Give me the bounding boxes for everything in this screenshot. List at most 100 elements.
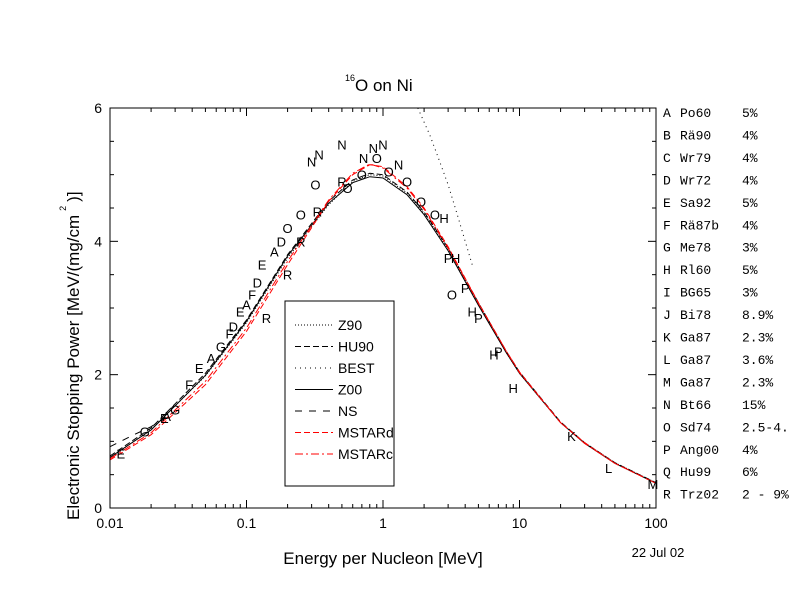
reference-marker: I — [663, 286, 671, 301]
legend-label-mstarc: MSTARc — [338, 446, 393, 462]
reference-marker: K — [663, 331, 671, 346]
x-axis-label: Energy per Nucleon [MeV] — [283, 549, 482, 568]
reference-error: 2 - 9% — [742, 488, 789, 503]
data-point-o: O — [402, 174, 412, 189]
reference-marker: N — [663, 398, 671, 413]
reference-entry-d: D Wr72 4% — [663, 173, 758, 188]
reference-name: Sd74 — [680, 420, 711, 435]
legend-label-ns: NS — [338, 403, 357, 419]
reference-error: 3.6% — [742, 353, 773, 368]
data-point-n: N — [359, 151, 368, 166]
data-point-d: D — [277, 234, 286, 249]
reference-entry-a: A Po60 5% — [663, 106, 758, 121]
data-point-e: E — [236, 304, 245, 319]
data-point-f: F — [225, 326, 233, 341]
reference-entry-e: E Sa92 5% — [663, 196, 758, 211]
data-point-p: P — [444, 251, 453, 266]
reference-error: 5% — [742, 263, 758, 278]
data-point-a: A — [207, 351, 216, 366]
chart-title: O on Ni — [355, 76, 413, 95]
chart-title-superscript: 16 — [345, 73, 355, 83]
reference-entry-o: O Sd74 2.5-4. — [663, 420, 789, 435]
data-point-g: G — [140, 424, 150, 439]
data-point-n: N — [378, 138, 387, 153]
reference-entry-k: K Ga87 2.3% — [663, 331, 773, 346]
series-legend-box — [284, 300, 395, 487]
reference-name: Rä87b — [680, 218, 719, 233]
reference-name: Hu99 — [680, 465, 711, 480]
data-point-o: O — [310, 178, 320, 193]
x-tick-label: 0.01 — [96, 515, 123, 531]
reference-entry-f: F Rä87b 4% — [663, 218, 758, 233]
reference-entry-q: Q Hu99 6% — [663, 465, 758, 480]
data-point-o: O — [283, 221, 293, 236]
data-point-h: H — [489, 348, 498, 363]
reference-name: Trz02 — [680, 488, 719, 503]
reference-name: Ga87 — [680, 375, 711, 390]
series-line-hu90 — [110, 172, 656, 484]
reference-marker: J — [663, 308, 671, 323]
data-point-o: O — [416, 194, 426, 209]
data-point-o: O — [372, 151, 382, 166]
reference-error: 4% — [742, 443, 758, 458]
reference-marker: H — [663, 263, 671, 278]
reference-marker: A — [663, 106, 671, 121]
reference-error: 8.9% — [742, 308, 773, 323]
data-point-r: R — [313, 204, 322, 219]
y-tick-label: 6 — [94, 100, 102, 116]
reference-marker: E — [663, 196, 671, 211]
y-tick-label: 2 — [94, 367, 102, 383]
reference-entry-b: B Rä90 4% — [663, 128, 758, 143]
data-point-a: A — [162, 409, 171, 424]
reference-error: 15% — [742, 398, 766, 413]
y-axis-label: Electronic Stopping Power [MeV/(mg/cm 2)] — [58, 191, 83, 520]
series-legend: Z90 HU90 BEST Z00 NS MSTARd MSTARc — [284, 300, 395, 487]
data-point-e: E — [116, 446, 125, 461]
reference-entry-g: G Me78 3% — [663, 241, 758, 256]
reference-name: Wr79 — [680, 151, 711, 166]
reference-marker: L — [663, 353, 671, 368]
data-point-l: L — [605, 461, 612, 476]
data-point-e: E — [258, 258, 267, 273]
data-point-a: A — [270, 244, 279, 259]
data-point-h: H — [439, 211, 448, 226]
data-point-r: R — [337, 174, 346, 189]
data-point-e: E — [160, 411, 169, 426]
reference-error: 4% — [742, 173, 758, 188]
series-curves — [110, 108, 656, 484]
data-point-d: D — [253, 276, 262, 291]
reference-error: 6% — [742, 465, 758, 480]
reference-marker: P — [663, 443, 671, 458]
y-axis-label-sup: 2 — [58, 206, 68, 211]
reference-entry-i: I BG65 3% — [663, 286, 758, 301]
data-point-n: N — [337, 138, 346, 153]
date-label: 22 Jul 02 — [632, 545, 685, 560]
reference-marker: F — [663, 218, 671, 233]
data-point-h: H — [451, 251, 460, 266]
y-axis-label-main: Electronic Stopping Power [MeV/(mg/cm — [64, 215, 83, 520]
reference-entry-r: R Trz02 2 - 9% — [663, 488, 789, 503]
data-point-r: R — [262, 311, 271, 326]
reference-name: Wr72 — [680, 173, 711, 188]
data-point-o: O — [342, 181, 352, 196]
data-point-o: O — [384, 164, 394, 179]
reference-name: Me78 — [680, 241, 711, 256]
data-point-r: R — [283, 268, 292, 283]
data-point-o: O — [447, 288, 457, 303]
reference-marker: R — [663, 488, 671, 503]
data-point-g: G — [216, 340, 226, 355]
data-point-d: D — [229, 320, 238, 335]
reference-error: 5% — [742, 106, 758, 121]
data-point-h: H — [509, 381, 518, 396]
data-point-p: P — [474, 311, 483, 326]
reference-error: 2.3% — [742, 331, 773, 346]
reference-error: 3% — [742, 241, 758, 256]
x-tick-label: 1 — [379, 515, 387, 531]
reference-marker: G — [663, 241, 671, 256]
y-tick-label: 4 — [94, 233, 102, 249]
y-axis-label-end: )] — [64, 191, 83, 201]
data-point-o: O — [357, 168, 367, 183]
reference-name: Ga87 — [680, 331, 711, 346]
